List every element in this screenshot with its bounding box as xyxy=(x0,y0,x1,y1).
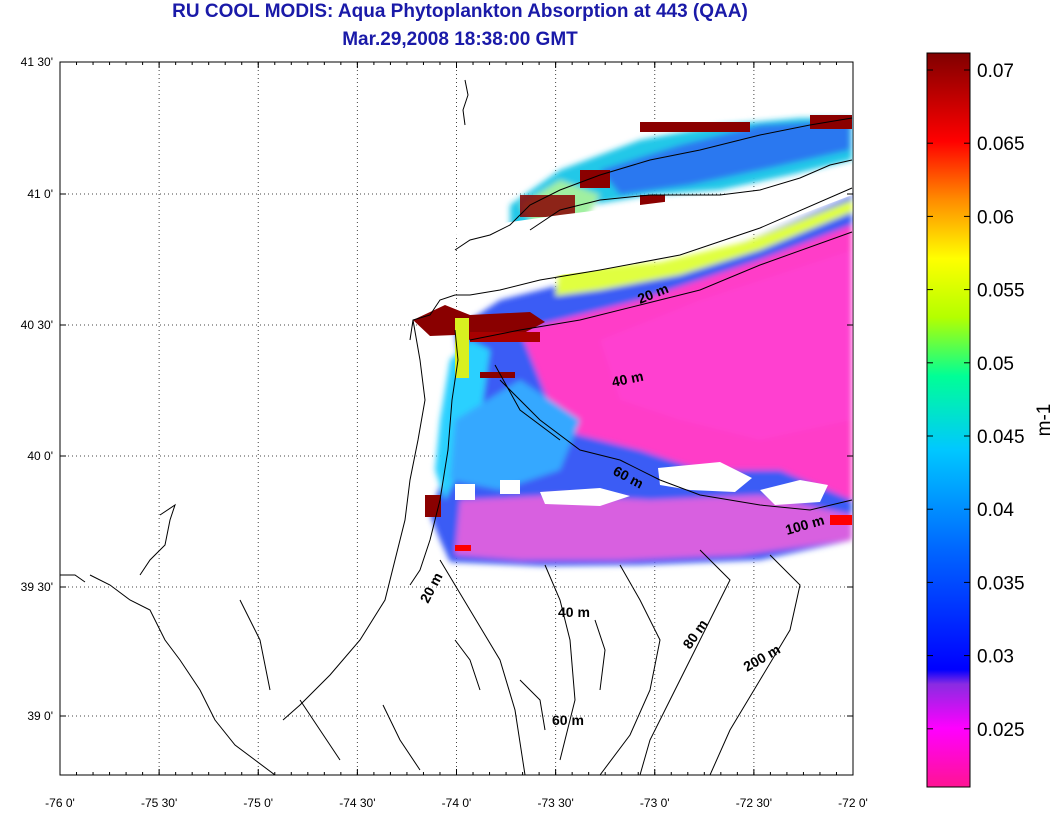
colorbar-tick-label: 0.05 xyxy=(977,354,1014,375)
y-tick-label: 39 0' xyxy=(27,709,53,723)
y-tick-label: 41 30' xyxy=(21,55,53,69)
colorbar-tick-label: 0.025 xyxy=(977,720,1025,741)
colorbar-unit-label: m-1 xyxy=(1034,404,1055,437)
coastline-and-bathymetry xyxy=(60,79,853,775)
colorbar-tick-label: 0.045 xyxy=(977,427,1025,448)
x-tick-label: -74 0' xyxy=(442,796,472,810)
x-axis-longitude: -76 0' -75 30' -75 0' -74 30' -74 0' -73 30' -… xyxy=(45,62,868,810)
x-tick-label: -75 0' xyxy=(243,796,273,810)
phytoplankton-absorption-field xyxy=(413,115,852,566)
y-tick-label: 40 0' xyxy=(27,449,53,463)
y-tick-label: 39 30' xyxy=(21,580,53,594)
y-tick-label: 41 0' xyxy=(27,187,53,201)
x-tick-label: -73 0' xyxy=(640,796,670,810)
colorbar-tick-label: 0.07 xyxy=(977,61,1014,82)
colorbar: 0.07 0.065 0.06 0.055 0.05 0.045 0.04 0.035 0.03… xyxy=(926,52,1055,788)
x-tick-label: -72 30' xyxy=(736,796,772,810)
contour-label: 60 m xyxy=(552,712,584,728)
chart-subtitle: Mar.29,2008 18:38:00 GMT xyxy=(342,29,578,50)
chart-title: RU COOL MODIS: Aqua Phytoplankton Absorp… xyxy=(172,1,748,22)
x-tick-label: -74 30' xyxy=(339,796,375,810)
contour-label: 40 m xyxy=(558,604,590,620)
colorbar-gradient xyxy=(926,52,971,788)
colorbar-tick-label: 0.035 xyxy=(977,573,1025,594)
x-tick-label: -72 0' xyxy=(838,796,868,810)
colorbar-tick-label: 0.04 xyxy=(977,500,1014,521)
y-tick-label: 40 30' xyxy=(21,318,53,332)
y-axis-latitude: 41 30' 41 0' 40 30' 40 0' 39 30' 39 0' xyxy=(21,55,853,723)
colorbar-tick-label: 0.055 xyxy=(977,281,1025,302)
colorbar-tick-label: 0.065 xyxy=(977,134,1025,155)
x-tick-label: -73 30' xyxy=(537,796,573,810)
colorbar-tick-label: 0.03 xyxy=(977,647,1014,668)
x-tick-label: -76 0' xyxy=(45,796,75,810)
contour-label: 40 m xyxy=(610,368,645,390)
colorbar-tick-label: 0.06 xyxy=(977,207,1014,228)
x-tick-label: -75 30' xyxy=(141,796,177,810)
